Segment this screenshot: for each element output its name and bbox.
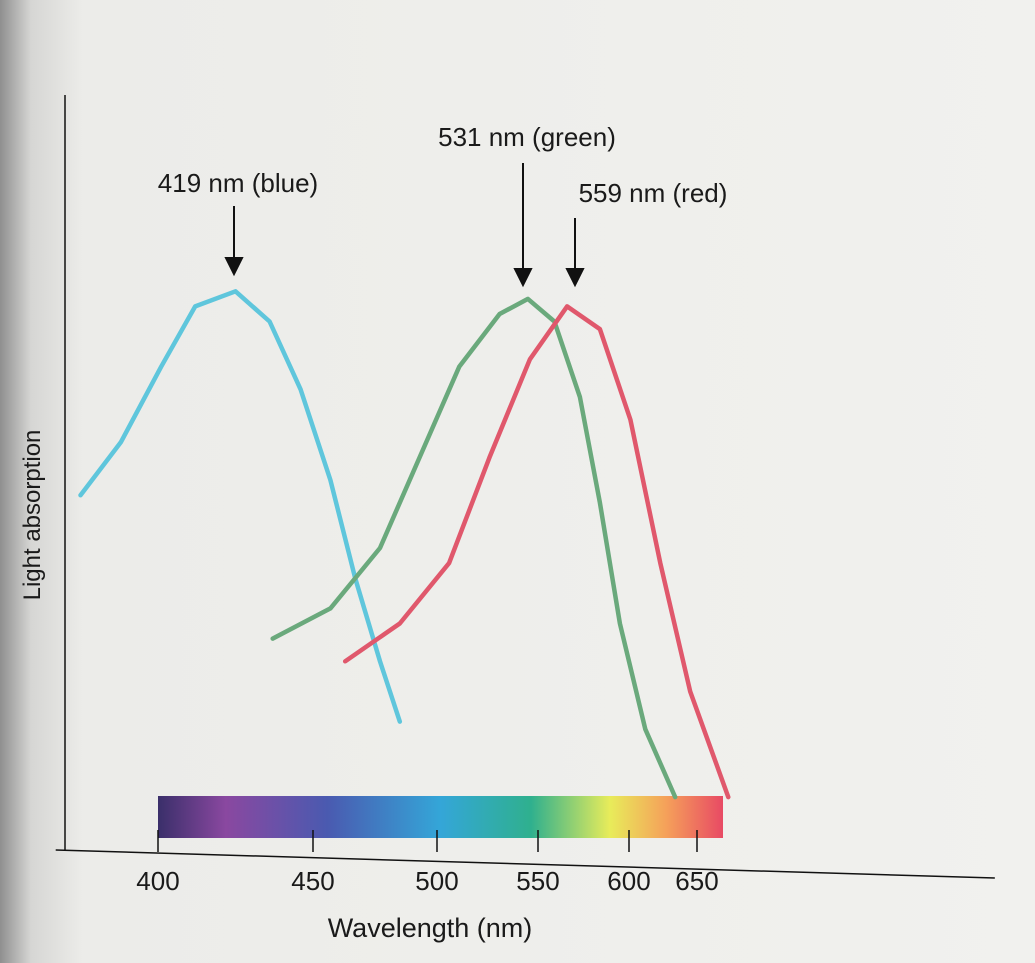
curve [78, 289, 403, 724]
x-axis [55, 849, 995, 879]
x-tick-label: 550 [516, 866, 559, 896]
x-tick-label: 500 [415, 866, 458, 896]
curve [342, 304, 731, 800]
x-tick-label: 650 [675, 866, 718, 896]
x-tick-label: 400 [136, 866, 179, 896]
annotation: 559 nm (red) [579, 178, 728, 208]
x-tick-label: 450 [291, 866, 334, 896]
x-tick-label: 600 [607, 866, 650, 896]
curve [270, 296, 678, 800]
annotation: 531 nm (green) [438, 122, 616, 152]
x-axis-label: Wavelength (nm) [328, 913, 533, 943]
spectrum-bar [158, 796, 723, 838]
arrows [224, 163, 585, 288]
y-axis-label: Light absorption [19, 430, 46, 601]
annotation: 419 nm (blue) [158, 168, 318, 198]
